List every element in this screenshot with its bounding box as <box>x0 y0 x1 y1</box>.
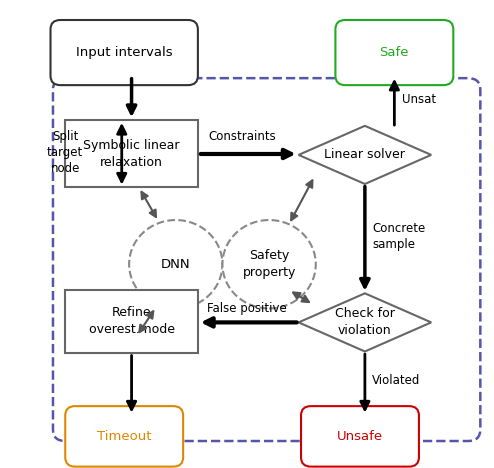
Text: Timeout: Timeout <box>97 430 152 443</box>
Circle shape <box>222 220 316 308</box>
Text: Split
target
node: Split target node <box>47 130 83 175</box>
Text: Violated: Violated <box>372 374 420 387</box>
FancyBboxPatch shape <box>65 290 198 352</box>
Text: Unsat: Unsat <box>402 93 436 106</box>
FancyBboxPatch shape <box>301 406 419 467</box>
Circle shape <box>129 220 222 308</box>
Text: DNN: DNN <box>161 258 191 271</box>
Text: Safe: Safe <box>379 46 409 59</box>
Text: False positive: False positive <box>207 302 287 315</box>
Text: Symbolic linear
relaxation: Symbolic linear relaxation <box>83 139 180 169</box>
FancyBboxPatch shape <box>65 120 198 188</box>
Text: Linear solver: Linear solver <box>325 148 406 161</box>
Text: Check for
violation: Check for violation <box>335 307 395 337</box>
Text: Constraints: Constraints <box>208 130 276 143</box>
Text: Input intervals: Input intervals <box>76 46 172 59</box>
Text: Unsafe: Unsafe <box>337 430 383 443</box>
Text: Concrete
sample: Concrete sample <box>372 222 425 251</box>
FancyBboxPatch shape <box>65 406 183 467</box>
Polygon shape <box>298 126 431 184</box>
Text: Safety
property: Safety property <box>243 249 296 279</box>
Text: Refine
overest. node: Refine overest. node <box>88 307 174 336</box>
Polygon shape <box>298 293 431 351</box>
FancyBboxPatch shape <box>335 20 453 85</box>
FancyBboxPatch shape <box>50 20 198 85</box>
